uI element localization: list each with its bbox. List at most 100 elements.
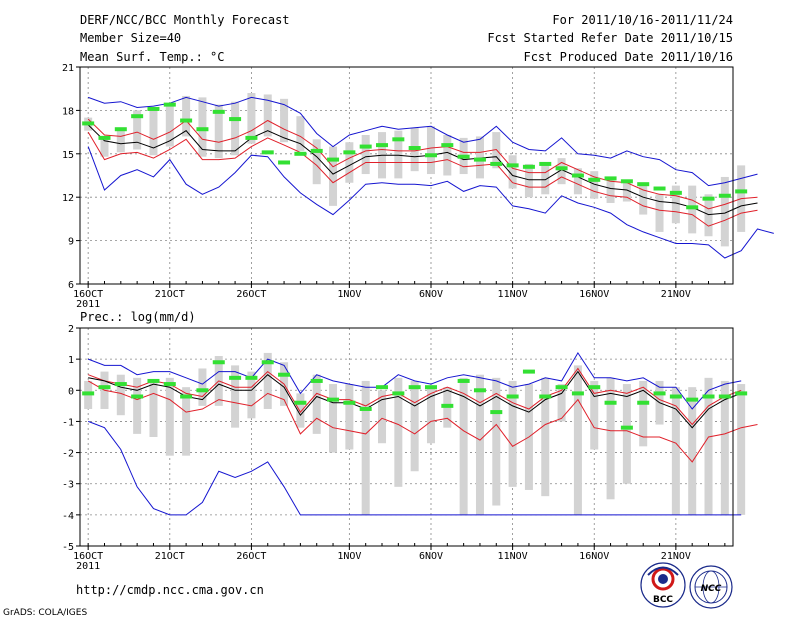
x-year-label: 2011 — [76, 561, 100, 572]
member-range-bar — [247, 93, 256, 144]
climatology-mark — [376, 143, 389, 148]
member-range-bar — [573, 365, 582, 515]
member-range-bar — [296, 393, 305, 428]
member-range-bar — [149, 107, 158, 156]
member-range-bar — [688, 185, 697, 234]
climatology-mark — [588, 385, 601, 390]
y-tick-label: 0 — [68, 386, 74, 397]
member-range-bar — [231, 101, 240, 156]
member-range-bar — [329, 146, 338, 206]
bcc-logo-text: BCC — [653, 595, 673, 605]
member-range-bar — [345, 384, 354, 450]
x-tick-label: 21OCT — [155, 551, 185, 562]
climatology-mark — [604, 400, 617, 405]
member-range-bar — [198, 368, 207, 406]
x-tick-label: 11NOV — [498, 289, 528, 300]
climatology-mark — [392, 391, 405, 396]
climatology-mark — [278, 372, 291, 377]
member-range-bar — [165, 377, 174, 456]
climatology-mark — [473, 388, 486, 393]
member-range-bar — [639, 380, 648, 447]
y-tick-label: 15 — [62, 150, 74, 161]
climatology-mark — [539, 161, 552, 166]
member-range-bar — [671, 185, 680, 224]
climatology-mark — [637, 182, 650, 187]
climatology-mark — [163, 382, 176, 387]
climatology-mark — [718, 394, 731, 399]
climatology-mark — [245, 135, 258, 140]
climatology-mark — [669, 394, 682, 399]
x-tick-label: 11NOV — [498, 551, 528, 562]
member-range-bar — [378, 390, 387, 444]
member-range-bar — [296, 116, 305, 151]
climatology-mark — [604, 176, 617, 181]
member-range-bar — [524, 163, 533, 198]
x-tick-label: 1NOV — [337, 289, 361, 300]
member-range-bar — [280, 98, 289, 143]
member-range-bar — [410, 380, 419, 472]
member-range-bar — [394, 130, 403, 179]
climatology-mark — [359, 406, 372, 411]
ensemble-max-line — [88, 96, 758, 187]
climatology-mark — [669, 190, 682, 195]
y-tick-label: 12 — [62, 193, 74, 204]
climatology-mark — [98, 135, 111, 140]
climatology-mark — [98, 385, 111, 390]
climatology-mark — [637, 400, 650, 405]
climatology-mark — [506, 394, 519, 399]
member-range-bar — [165, 103, 174, 147]
ensemble-mean-line — [88, 370, 742, 429]
member-range-bar — [345, 142, 354, 183]
x-tick-label: 16NOV — [579, 551, 609, 562]
climatology-mark — [147, 378, 160, 383]
y-tick-label: -3 — [62, 480, 74, 491]
member-range-bar — [312, 374, 321, 434]
climatology-mark — [620, 425, 633, 430]
x-tick-label: 26OCT — [236, 289, 266, 300]
member-range-bar — [655, 194, 664, 232]
climatology-mark — [522, 369, 535, 374]
y-tick-label: 2 — [68, 324, 74, 335]
forecast-produced-date: Fcst Produced Date 2011/10/16 — [523, 50, 733, 64]
member-range-bar — [590, 380, 599, 450]
climatology-mark — [376, 385, 389, 390]
climatology-mark — [245, 375, 258, 380]
member-range-bar — [312, 139, 321, 185]
x-tick-label: 6NOV — [419, 551, 443, 562]
member-range-bar — [329, 384, 338, 453]
member-range-bar — [475, 136, 484, 179]
member-range-bar — [606, 176, 615, 203]
member-range-bar — [475, 374, 484, 515]
ensemble-mean-line — [87, 124, 758, 216]
climatology-mark — [702, 196, 715, 201]
climatology-mark — [506, 163, 519, 168]
y-tick-label: 21 — [62, 63, 74, 74]
ncc-logo-text: NCC — [701, 584, 722, 594]
member-range-bar — [508, 380, 517, 487]
climatology-mark — [343, 400, 356, 405]
precip-label: Prec.: log(mm/d) — [80, 310, 196, 324]
member-range-bar — [133, 110, 142, 150]
member-range-bar — [149, 380, 158, 437]
ensemble-min-line — [87, 146, 774, 259]
member-range-bar — [361, 134, 370, 175]
member-range-bar — [704, 377, 713, 515]
y-tick-label: 6 — [68, 280, 74, 291]
climatology-mark — [555, 385, 568, 390]
y-tick-label: 1 — [68, 355, 74, 366]
source-url[interactable]: http://cmdp.ncc.cma.gov.cn — [76, 583, 264, 597]
member-range-bar — [247, 371, 256, 419]
member-range-bar — [720, 380, 729, 515]
climatology-mark — [702, 394, 715, 399]
member-range-bar — [557, 158, 566, 185]
member-range-bar — [688, 387, 697, 515]
y-tick-label: 18 — [62, 106, 74, 117]
climatology-mark — [424, 153, 437, 158]
member-range-bar — [133, 377, 142, 434]
climatology-mark — [278, 160, 291, 165]
climatology-mark — [327, 397, 340, 402]
member-range-bar — [231, 365, 240, 428]
member-range-bar — [182, 387, 191, 456]
climatology-mark — [310, 378, 323, 383]
